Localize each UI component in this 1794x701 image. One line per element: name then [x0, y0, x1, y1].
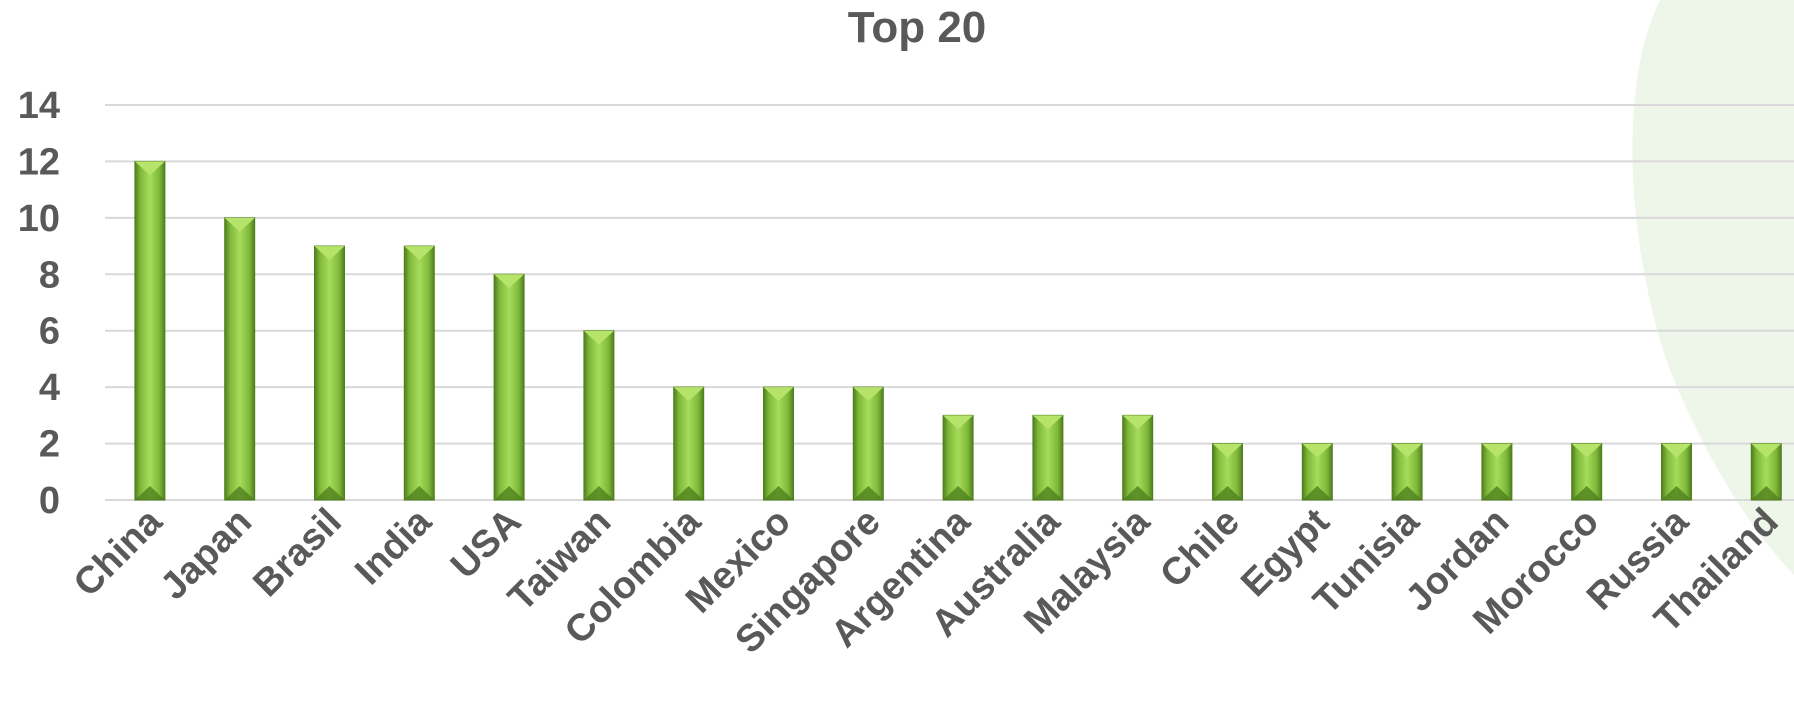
bar — [134, 160, 166, 501]
bar — [224, 217, 256, 501]
bar — [1661, 443, 1692, 501]
y-tick-label: 12 — [18, 141, 60, 183]
x-tick-label: Brasil — [245, 501, 349, 605]
y-axis-ticks: 0 2 4 6 8 10 12 14 — [18, 85, 60, 522]
bar — [493, 273, 525, 501]
bars — [134, 160, 1782, 501]
bar — [852, 386, 884, 501]
bar — [1212, 443, 1243, 501]
y-tick-label: 10 — [18, 198, 60, 240]
bar — [763, 386, 794, 501]
bar — [1032, 414, 1064, 501]
chart-title: Top 20 — [848, 3, 987, 52]
bar — [403, 245, 435, 501]
x-tick-label: Japan — [153, 501, 260, 608]
bar — [673, 386, 705, 501]
background-accent-shape — [1632, 0, 1794, 575]
bar — [1301, 443, 1333, 501]
bar — [583, 330, 615, 501]
bar — [1750, 443, 1782, 501]
bar — [1122, 414, 1154, 501]
bar — [1571, 443, 1603, 501]
bar — [1481, 443, 1513, 501]
bar — [942, 414, 974, 501]
bar — [314, 245, 345, 501]
x-tick-label: India — [347, 500, 440, 593]
y-tick-label: 8 — [39, 254, 60, 296]
y-tick-label: 0 — [39, 480, 60, 522]
y-tick-label: 4 — [39, 367, 60, 409]
y-tick-label: 6 — [39, 311, 60, 353]
y-tick-label: 2 — [39, 424, 60, 466]
bar — [1391, 443, 1423, 501]
x-tick-label: China — [66, 500, 171, 605]
gridlines — [105, 104, 1794, 501]
x-tick-label: Chile — [1152, 501, 1247, 596]
y-tick-label: 14 — [18, 85, 60, 127]
